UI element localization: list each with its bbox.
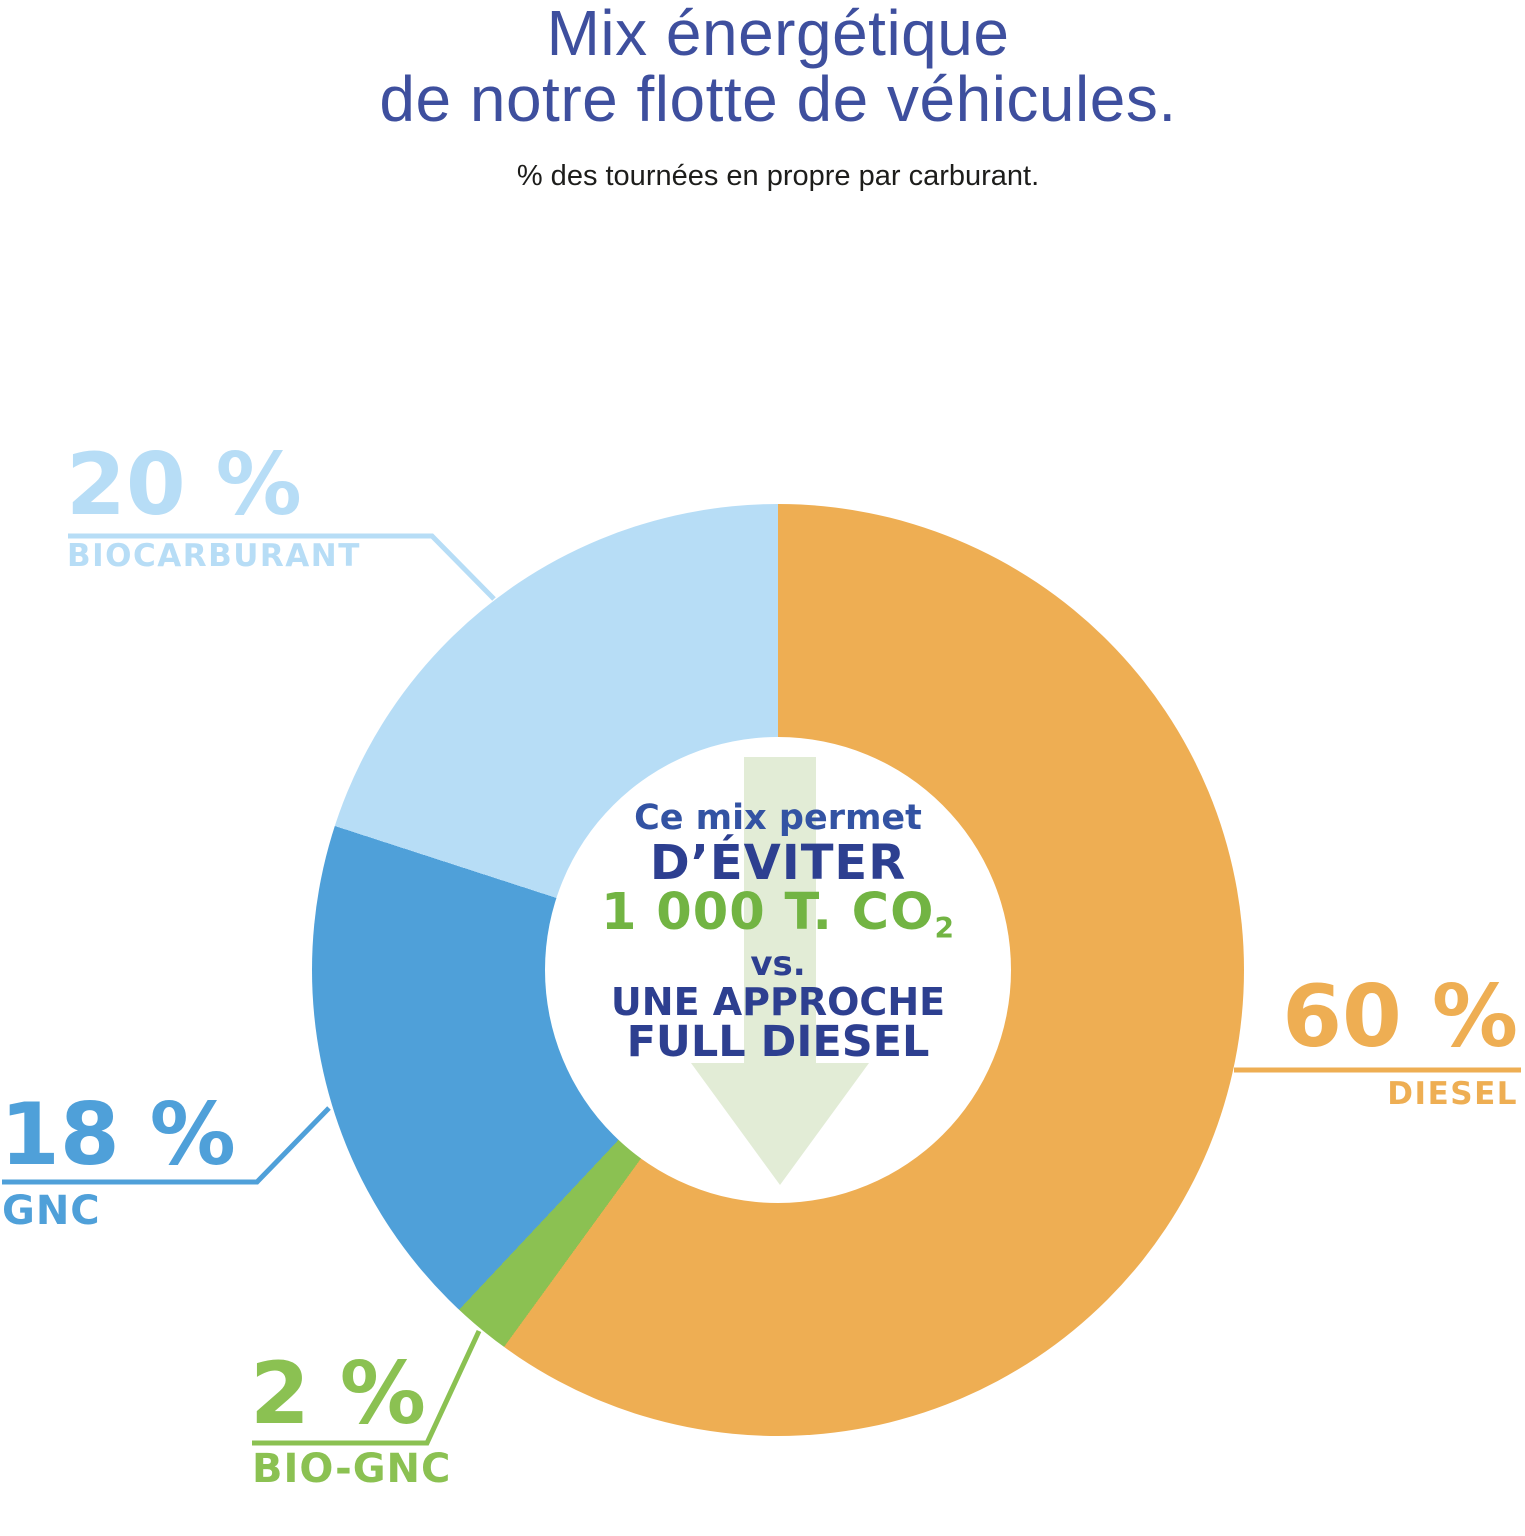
center-text-co2-amount: 1 000 T. CO2: [578, 887, 978, 945]
center-text-vs: vs.: [750, 944, 806, 984]
center-text-co2-subscript: 2: [934, 911, 955, 945]
slice-label-gnc: GNC: [2, 1188, 101, 1234]
center-text-intro: Ce mix permet: [634, 798, 922, 838]
center-text-avoid: D’ÉVITER: [649, 835, 907, 891]
slice-label-diesel: DIESEL: [1387, 1076, 1518, 1112]
center-text-co2-value: 1 000 T. CO: [601, 883, 935, 942]
slice-value-bio-gnc: 2 %: [250, 1344, 426, 1444]
slice-value-biocarburant: 20 %: [66, 435, 302, 535]
center-text-approach: UNE APPROCHE: [610, 980, 946, 1024]
slice-label-biocarburant: BIOCARBURANT: [67, 538, 361, 574]
center-text-full-diesel: FULL DIESEL: [626, 1017, 930, 1067]
chart-subtitle: % des tournées en propre par carburant.: [516, 160, 1040, 192]
slice-value-gnc: 18 %: [0, 1085, 236, 1185]
donut-center-annotation: Ce mix permet D’ÉVITER 1 000 T. CO2 vs. …: [578, 798, 978, 1067]
slice-label-bio-gnc: BIO-GNC: [252, 1446, 452, 1492]
page-title-line-2: de notre flotte de véhicules.: [379, 63, 1177, 135]
slice-value-diesel: 60 %: [1282, 967, 1518, 1067]
page-title-line-1: Mix énergétique: [546, 0, 1010, 69]
header: Mix énergétique de notre flotte de véhic…: [28, 0, 1525, 193]
